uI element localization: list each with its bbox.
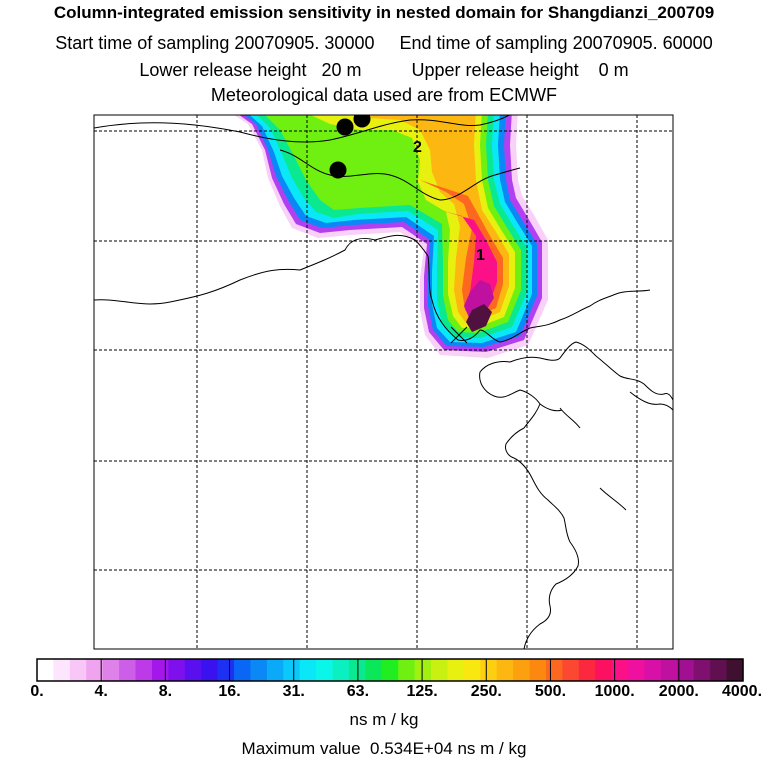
release-site-x-stroke [450, 326, 468, 344]
colorbar-swatch [414, 659, 432, 681]
colorbar-swatch [496, 659, 514, 681]
colorbar-swatch [316, 659, 334, 681]
inner-border-line [279, 149, 521, 201]
colorbar-swatch [234, 659, 252, 681]
colorbar-swatch [119, 659, 137, 681]
colorbar-swatch [201, 659, 219, 681]
map-frame [93, 114, 674, 650]
colorbar-swatch [447, 659, 465, 681]
colorbar-units: ns m / kg [349, 710, 419, 729]
colorbar-swatch [562, 659, 580, 681]
colorbar-swatch [102, 659, 120, 681]
colorbar-swatch [332, 659, 350, 681]
colorbar-swatch [677, 659, 695, 681]
colorbar-label: 4000. [721, 683, 763, 700]
peninsula-coastline [479, 341, 673, 459]
centroid-dot [336, 118, 354, 136]
colorbar-label: 31. [282, 683, 305, 700]
colorbar-swatch [726, 659, 744, 681]
plume-level-12 [466, 304, 492, 332]
colorbar-label: 16. [218, 683, 241, 700]
emission-sensitivity-plume [233, 115, 548, 358]
colorbar-swatch [611, 659, 629, 681]
colorbar-swatch [710, 659, 728, 681]
eastern-coastline [513, 391, 673, 649]
colorbar-swatch [545, 659, 563, 681]
maximum-value-text: Maximum value 0.534E+04 ns m / kg [241, 739, 527, 758]
colorbar-swatch [463, 659, 481, 681]
colorbar-swatch [168, 659, 186, 681]
colorbar-swatch [283, 659, 301, 681]
colorbar-swatch [628, 659, 646, 681]
lat-lon-gridlines [94, 115, 673, 649]
colorbar-label: 500. [534, 683, 567, 700]
colorbar-swatch [529, 659, 547, 681]
colorbar-swatch [365, 659, 383, 681]
colorbar-label: 125. [406, 683, 438, 700]
centroid-dot [353, 115, 371, 128]
colorbar-swatch [578, 659, 596, 681]
western-border-line [94, 234, 429, 305]
northern-border-line [94, 115, 511, 143]
coastlines-and-borders [94, 115, 673, 649]
colorbar-swatch [135, 659, 153, 681]
colorbar-label: 4. [94, 683, 108, 700]
colorbar-label: 2000. [658, 683, 699, 700]
colorbar-label: 1000. [594, 683, 635, 700]
colorbar-swatch [53, 659, 71, 681]
colorbar-swatch [217, 659, 235, 681]
cluster-label-1: 1 [476, 247, 485, 264]
colorbar-frame [36, 658, 744, 682]
colorbar-label: 8. [158, 683, 173, 700]
colorbar [36, 658, 744, 682]
sampling-time-line: Start time of sampling 20070905. 30000 E… [55, 33, 713, 53]
colorbar-swatch [693, 659, 711, 681]
colorbar-swatch [398, 659, 416, 681]
colorbar-swatch [660, 659, 678, 681]
colorbar-swatch [480, 659, 498, 681]
map-title: Column-integrated emission sensitivity i… [53, 3, 715, 22]
colorbar-swatch [37, 659, 55, 681]
colorbar-swatch [595, 659, 613, 681]
colorbar-label: 63. [346, 683, 370, 700]
colorbar-swatch [86, 659, 104, 681]
colorbar-swatch [431, 659, 449, 681]
meteorological-source-line: Meteorological data used are from ECMWF [210, 85, 558, 105]
colorbar-swatch [381, 659, 399, 681]
cluster-label-2: 2 [413, 139, 422, 156]
colorbar-swatch [184, 659, 202, 681]
colorbar-swatch [151, 659, 169, 681]
gulf-coastline [427, 255, 651, 343]
colorbar-swatch [299, 659, 317, 681]
colorbar-label: 250. [470, 683, 502, 700]
colorbar-swatch [250, 659, 268, 681]
colorbar-swatch [513, 659, 531, 681]
colorbar-label: 0. [30, 683, 44, 700]
release-site-marker [450, 326, 468, 344]
colorbar-swatch [266, 659, 284, 681]
release-height-line: Lower release height 20 m Upper release … [139, 60, 629, 80]
colorbar-swatch [644, 659, 662, 681]
centroid-dot [329, 161, 347, 179]
colorbar-swatch [69, 659, 87, 681]
cluster-centroid-dots [329, 115, 371, 179]
